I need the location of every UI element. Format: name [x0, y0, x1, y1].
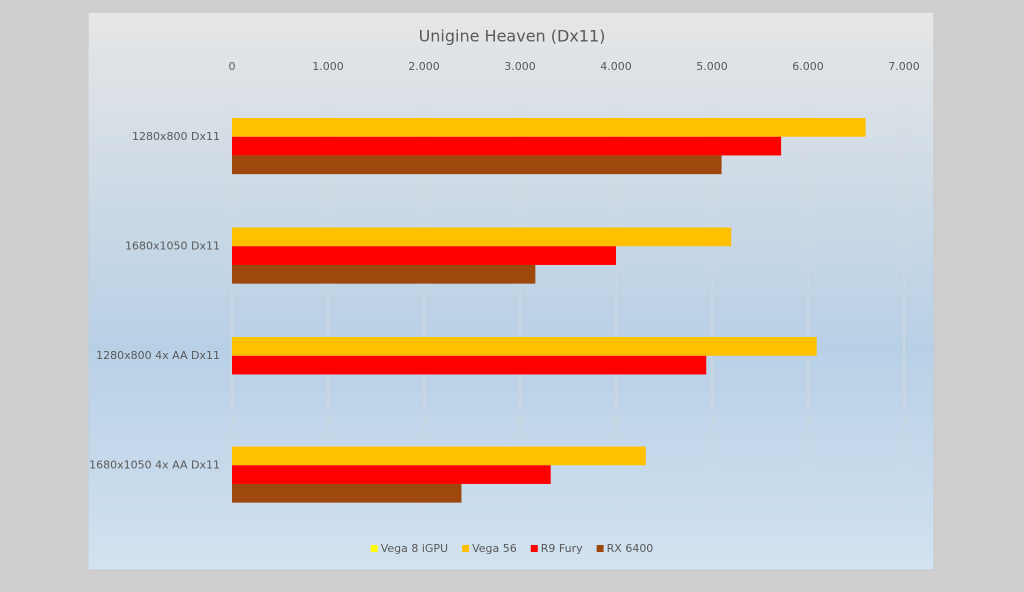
x-tick-label: 0 — [229, 60, 236, 73]
y-tick-label: 1680x1050 4x AA Dx11 — [89, 458, 220, 471]
legend-label: Vega 8 iGPU — [381, 542, 448, 555]
legend-label: Vega 56 — [472, 542, 517, 555]
x-tick-label: 7.000 — [888, 60, 920, 73]
y-tick-label: 1280x800 Dx11 — [132, 130, 220, 143]
x-tick-label: 6.000 — [792, 60, 824, 73]
bar — [232, 337, 817, 356]
x-tick-label: 2.000 — [408, 60, 440, 73]
bar — [232, 355, 707, 375]
bar — [232, 227, 732, 247]
legend-swatch — [530, 545, 538, 552]
legend-swatch — [596, 545, 604, 552]
legend-label: R9 Fury — [541, 542, 583, 555]
x-tick-label: 5.000 — [696, 60, 728, 73]
bar — [232, 246, 616, 265]
x-tick-label: 4.000 — [600, 60, 632, 73]
legend-swatch — [462, 545, 470, 552]
bar — [232, 155, 722, 175]
x-tick-label: 1.000 — [312, 60, 344, 73]
legend-label: RX 6400 — [607, 542, 654, 555]
bar — [232, 465, 551, 484]
bar — [232, 446, 646, 466]
y-tick-label: 1280x800 4x AA Dx11 — [96, 349, 220, 362]
chart-area — [87, 11, 935, 571]
x-tick-label: 3.000 — [504, 60, 536, 73]
bar — [232, 483, 462, 503]
y-tick-label: 1680x1050 Dx11 — [125, 239, 220, 252]
bar — [232, 118, 866, 137]
bar — [232, 136, 782, 156]
chart-title: Unigine Heaven (Dx11) — [419, 27, 606, 46]
legend-swatch — [370, 545, 378, 552]
bar — [232, 264, 536, 284]
